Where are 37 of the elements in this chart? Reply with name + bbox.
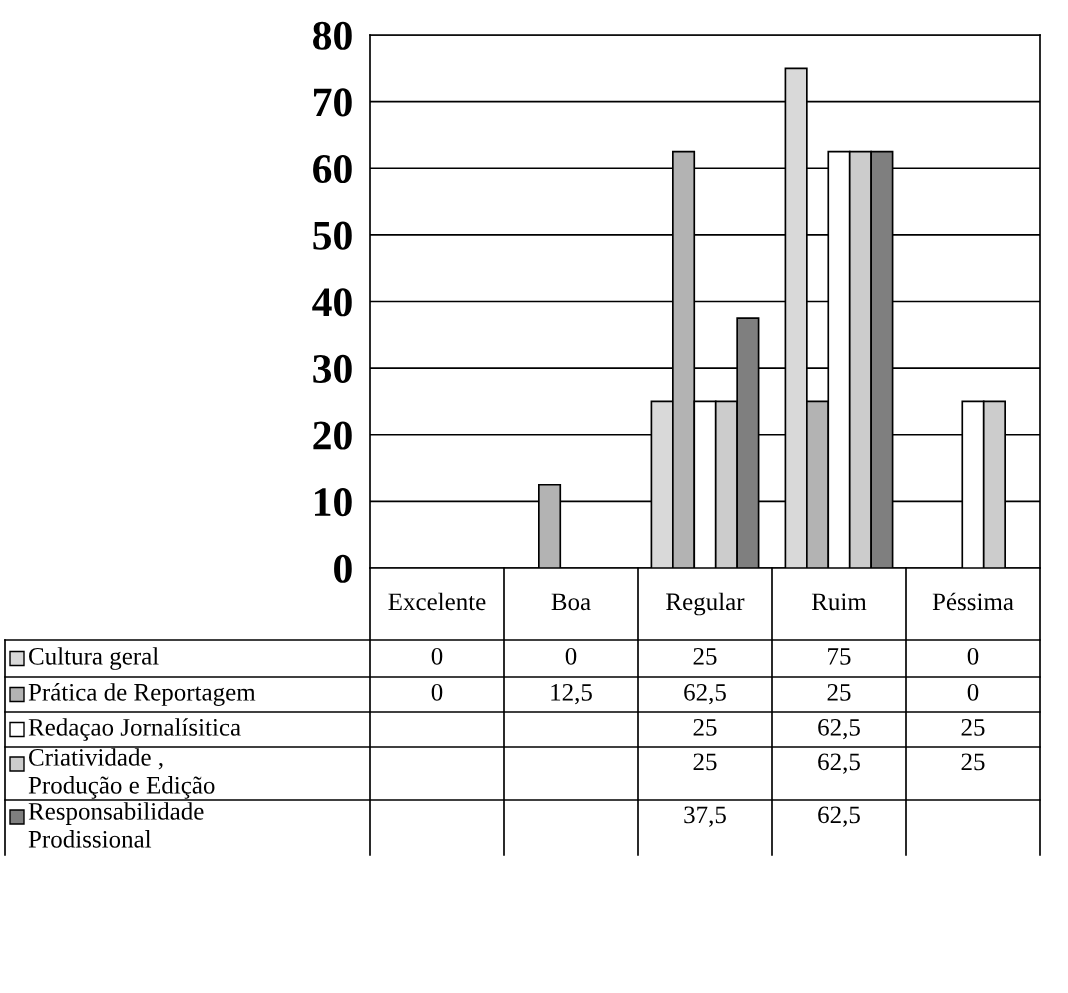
data-label: 75 [828,648,851,665]
y-tick-label: 60 [313,155,352,184]
data-label: 0 [431,647,443,665]
y-tick-label: 40 [312,288,352,317]
data-label: 25 [693,647,717,665]
data-label: 62,5 [818,718,860,740]
legend-label: Cultura geral [29,647,159,670]
y-tick-label: 80 [313,21,352,50]
x-tick-label: Boa [551,593,591,611]
data-label: 25 [827,683,851,701]
y-tick-label: 70 [314,88,352,117]
legend-label: Criatividade , Produção e Edição [28,748,215,799]
y-tick-label: 30 [313,354,352,383]
data-label: 62,5 [818,806,860,827]
legend-label: Redaçao Jornalísitica [28,718,241,741]
x-tick-label: Péssima [932,592,1014,611]
y-tick-label: 10 [315,488,352,517]
data-label: 25 [961,718,985,736]
y-tick-label: 0 [334,554,352,583]
data-label: 0 [565,647,577,665]
x-tick-label: Ruim [811,593,867,611]
legend-label: Responsabilidade Prodissional [28,802,204,848]
data-label: 0 [431,683,443,701]
data-label: 12,5 [551,683,592,705]
data-label: 25 [961,753,985,771]
data-label: 0 [967,647,979,665]
legend-label: Prática de Reportagem [28,683,256,706]
data-label: 25 [693,718,717,736]
data-label: 0 [967,683,979,701]
data-label: 37,5 [684,806,726,827]
data-label: 62,5 [684,683,726,705]
y-tick-label: 50 [313,221,352,250]
data-label: 25 [693,753,717,771]
x-tick-label: Excelente [388,592,486,611]
x-tick-label: Regular [666,592,745,616]
y-tick-label: 20 [313,421,352,450]
data-label: 62,5 [818,753,860,774]
